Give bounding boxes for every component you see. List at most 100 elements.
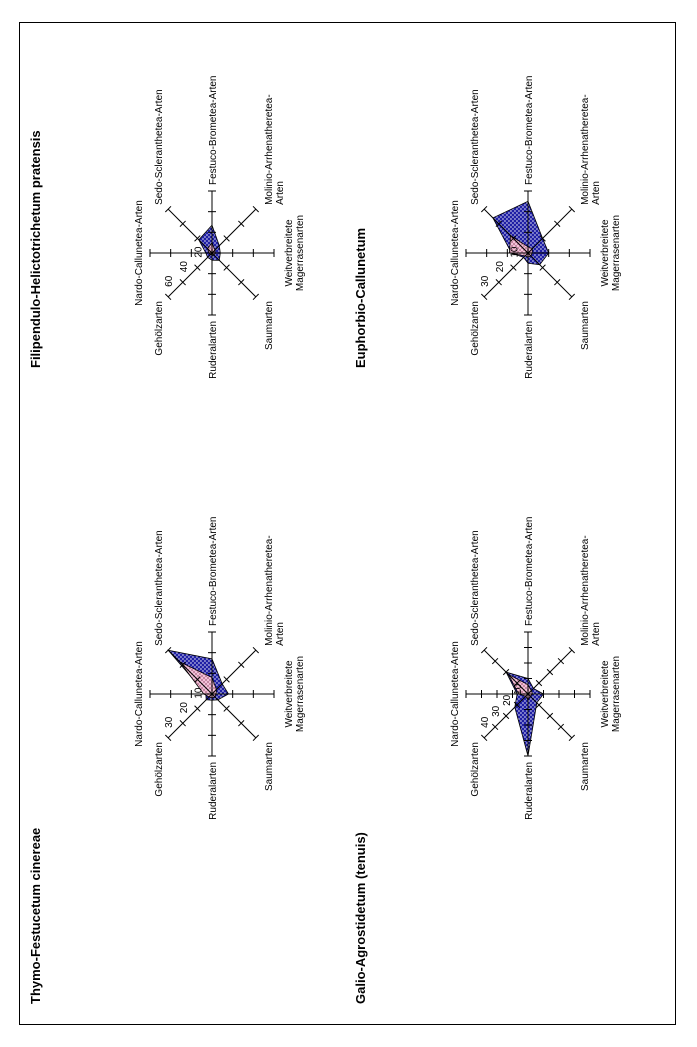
axis-label: Festuco-Brometea-Arten — [208, 517, 219, 627]
tick-mark — [510, 235, 517, 242]
axis-line — [483, 252, 529, 298]
tick-label: 40 — [480, 716, 491, 728]
tick-label: 10 — [509, 246, 520, 258]
axis-label: Ruderalarten — [208, 762, 219, 820]
tick-mark — [252, 734, 260, 742]
tick-label: 30 — [164, 716, 175, 728]
axis-label: Gehölzarten — [470, 742, 481, 796]
tick-mark — [480, 646, 488, 654]
tick-mark — [568, 646, 576, 654]
tick-mark — [179, 720, 186, 727]
axis-label: Sedo-Scleranthetea-Arten — [154, 530, 165, 646]
tick-mark — [164, 293, 172, 301]
axis-line — [483, 208, 529, 254]
tick-mark — [179, 279, 186, 286]
tick-mark — [539, 264, 546, 271]
tick-mark — [554, 220, 561, 227]
tick-mark — [238, 720, 245, 727]
axis-label: Nardo-Callunetea-Arten — [134, 200, 145, 306]
tick-label: 20 — [495, 261, 506, 273]
tick-mark — [223, 235, 230, 242]
chart-title: Euphorbio-Callunetum — [353, 228, 368, 368]
tick-mark — [179, 220, 186, 227]
tick-mark — [164, 205, 172, 213]
axis-label: Molinio-Arrhenatheretea-Arten — [580, 94, 602, 205]
tick-mark — [480, 293, 488, 301]
axis-label: Sedo-Scleranthetea-Arten — [470, 530, 481, 646]
tick-mark — [194, 235, 201, 242]
tick-mark — [513, 679, 521, 687]
tick-label: 10 — [513, 683, 524, 695]
axis-label: Festuco-Brometea-Arten — [524, 517, 535, 627]
radar-chart-2: Filipendulo-Helictotrichetum pratensis Na… — [28, 76, 306, 379]
tick-mark — [535, 701, 543, 709]
axis-label: Sedo-Scleranthetea-Arten — [470, 89, 481, 205]
tick-label: 20 — [193, 246, 204, 258]
tick-mark — [495, 220, 502, 227]
tick-mark — [557, 723, 565, 731]
tick-mark — [223, 705, 230, 712]
tick-mark — [491, 723, 499, 731]
figure-frame: Thymo-Festucetum cinereae Nardo-Callunete… — [19, 22, 676, 1025]
tick-mark — [252, 646, 260, 654]
axis-label: Gehölzarten — [154, 742, 165, 796]
axis-label: Molinio-Arrhenatheretea-Arten — [264, 94, 286, 205]
axis-line — [167, 693, 213, 739]
tick-mark — [510, 264, 517, 271]
axis-label: Ruderalarten — [524, 762, 535, 820]
axis-label: Ruderalarten — [208, 321, 219, 379]
axis-label: Saumarten — [580, 301, 591, 350]
axis-label: Saumarten — [264, 742, 275, 791]
tick-mark — [554, 279, 561, 286]
tick-mark — [539, 235, 546, 242]
axis-label: WeitverbreiteteMagerrasenarten — [284, 656, 306, 732]
tick-mark — [238, 220, 245, 227]
tick-mark — [495, 279, 502, 286]
axis-line — [167, 649, 213, 695]
axis-label: Sedo-Scleranthetea-Arten — [154, 89, 165, 205]
axis-label: Nardo-Callunetea-Arten — [134, 641, 145, 747]
tick-mark — [223, 676, 230, 683]
tick-label: 30 — [491, 705, 502, 717]
axis-line — [527, 252, 573, 298]
tick-mark — [502, 712, 510, 720]
tick-mark — [502, 668, 510, 676]
axis-label: Saumarten — [580, 742, 591, 791]
axis-label: Ruderalarten — [524, 321, 535, 379]
axis-label: WeitverbreiteteMagerrasenarten — [284, 215, 306, 291]
axis-label: Molinio-Arrhenatheretea-Arten — [580, 535, 602, 646]
tick-mark — [568, 205, 576, 213]
chart-title: Thymo-Festucetum cinereae — [28, 828, 43, 1004]
tick-mark — [194, 264, 201, 271]
axis-label: WeitverbreiteteMagerrasenarten — [600, 215, 622, 291]
chart-title: Filipendulo-Helictotrichetum pratensis — [28, 130, 43, 368]
tick-label: 60 — [164, 275, 175, 287]
tick-mark — [568, 734, 576, 742]
tick-label: 20 — [179, 702, 190, 714]
radar-chart-4: Euphorbio-Callunetum Nardo-Callunetea-Art… — [353, 76, 622, 379]
axis-label: WeitverbreiteteMagerrasenarten — [600, 656, 622, 732]
tick-mark — [179, 661, 186, 668]
tick-label: 20 — [502, 694, 513, 706]
tick-mark — [252, 205, 260, 213]
tick-mark — [557, 657, 565, 665]
tick-mark — [546, 668, 554, 676]
chart-stage: Thymo-Festucetum cinereae Nardo-Callunete… — [20, 23, 677, 1026]
radar-charts-svg: Thymo-Festucetum cinereae Nardo-Callunete… — [28, 76, 622, 1005]
axis-label: Gehölzarten — [154, 301, 165, 355]
tick-mark — [535, 679, 543, 687]
chart-title: Galio-Agrostidetum (tenuis) — [353, 832, 368, 1004]
radar-chart-1: Thymo-Festucetum cinereae Nardo-Callunete… — [28, 517, 306, 1005]
tick-mark — [164, 646, 172, 654]
radar-chart-3: Galio-Agrostidetum (tenuis) Nardo-Callune… — [353, 517, 622, 1005]
axis-label: Molinio-Arrhenatheretea-Arten — [264, 535, 286, 646]
axis-line — [211, 693, 257, 739]
axis-line — [167, 252, 213, 298]
tick-mark — [546, 712, 554, 720]
axis-label: Nardo-Callunetea-Arten — [450, 641, 461, 747]
axis-label: Nardo-Callunetea-Arten — [450, 200, 461, 306]
tick-mark — [480, 734, 488, 742]
axis-label: Festuco-Brometea-Arten — [524, 76, 535, 186]
axis-label: Saumarten — [264, 301, 275, 350]
axis-line — [211, 208, 257, 254]
